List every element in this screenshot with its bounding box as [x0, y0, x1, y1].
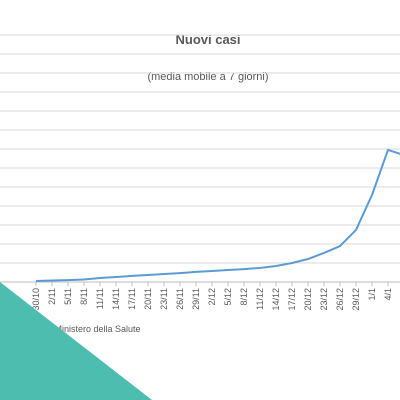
x-tick-label: 30/10	[31, 288, 41, 311]
plot-area: 30/10 2/11 5/11 8/11 11/11 14/11 17/11 20/11 23/…	[0, 34, 400, 311]
x-tick-label: 20/12	[303, 288, 313, 311]
x-tick-label: 1/1	[367, 288, 377, 301]
x-tick-label: 29/12	[351, 288, 361, 311]
x-tick-label: 23/12	[319, 288, 329, 311]
x-tick-label: 2/12	[207, 288, 217, 306]
x-tick-label: 5/11	[63, 288, 73, 305]
x-tick-label: 11/11	[95, 288, 105, 309]
chart-subtitle: (media mobile a 7 giorni)	[147, 71, 268, 83]
x-tick-label: 8/11	[79, 288, 89, 305]
x-tick-label: 23/11	[159, 288, 169, 310]
x-tick-label: 26/11	[175, 288, 185, 310]
x-tick-label: 8/12	[239, 288, 249, 306]
x-tick-label: 14/11	[111, 288, 121, 310]
x-tick-label: 29/11	[191, 288, 201, 310]
source-note: dal Ministero della Salute	[40, 324, 141, 334]
x-tick-label: 5/12	[223, 288, 233, 306]
decoration	[0, 282, 152, 400]
chart-title: Nuovi casi	[175, 32, 240, 47]
x-tick-label: 17/11	[127, 288, 137, 310]
x-tick-label: 2/11	[47, 288, 57, 305]
x-tick-label: 17/12	[287, 288, 297, 311]
x-tick-label: 11/12	[255, 288, 265, 310]
x-tick-label: 20/11	[143, 288, 153, 310]
x-tick-label: 4/1	[383, 288, 393, 301]
x-tick-label: 14/12	[271, 288, 281, 311]
x-tick-label: 26/12	[335, 288, 345, 311]
line-series	[35, 148, 400, 283]
